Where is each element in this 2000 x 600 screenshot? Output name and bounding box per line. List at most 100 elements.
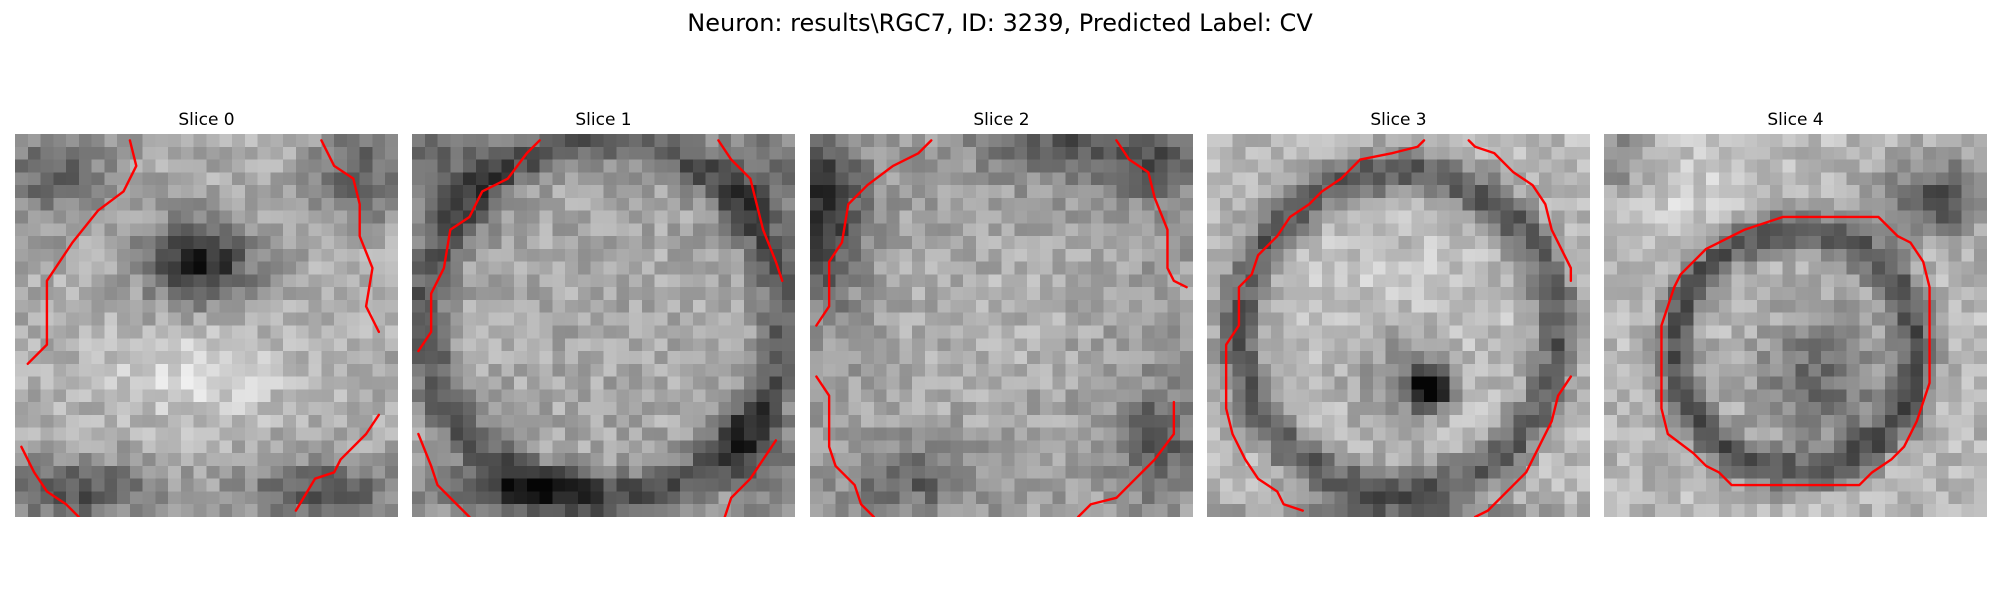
pixel (629, 287, 643, 301)
pixel (1103, 465, 1117, 479)
pixel (1757, 197, 1771, 211)
pixel (424, 478, 438, 492)
pixel (53, 274, 67, 288)
pixel (1604, 248, 1618, 262)
pixel (1821, 325, 1835, 339)
pixel (244, 287, 258, 301)
pixel (193, 274, 207, 288)
pixel (1655, 159, 1669, 173)
pixel (988, 274, 1002, 288)
pixel (232, 287, 246, 301)
pixel (104, 325, 118, 339)
pixel (321, 351, 335, 365)
contour-line (816, 377, 873, 517)
pixel (1782, 274, 1796, 288)
contour-line (1661, 217, 1929, 485)
pixel (334, 248, 348, 262)
pixel (295, 146, 309, 160)
pixel (475, 223, 489, 237)
pixel (950, 159, 964, 173)
pixel (937, 504, 951, 517)
pixel (1526, 504, 1540, 517)
pixel (539, 363, 553, 377)
pixel (782, 185, 795, 199)
pixel (1577, 465, 1590, 479)
pixel (463, 172, 477, 186)
pixel (244, 210, 258, 224)
pixel (270, 185, 284, 199)
pixel (346, 453, 360, 467)
pixel (1027, 159, 1041, 173)
pixel (1859, 478, 1873, 492)
pixel (129, 312, 143, 326)
pixel (1718, 236, 1732, 250)
pixel (1551, 159, 1565, 173)
pixel (1833, 325, 1847, 339)
pixel (424, 146, 438, 160)
pixel (424, 338, 438, 352)
pixel (1065, 376, 1079, 390)
pixel (129, 427, 143, 441)
pixel (1398, 414, 1412, 428)
pixel (963, 414, 977, 428)
pixel (654, 325, 668, 339)
pixel (1039, 414, 1053, 428)
pixel (1910, 427, 1924, 441)
pixel (1910, 274, 1924, 288)
pixel (756, 274, 770, 288)
pixel (1667, 185, 1681, 199)
pixel (641, 478, 655, 492)
pixel (1283, 134, 1297, 148)
pixel (1116, 210, 1130, 224)
pixel (731, 402, 745, 416)
pixel (654, 248, 668, 262)
pixel (1270, 402, 1284, 416)
pixel (1821, 159, 1835, 173)
pixel (1782, 172, 1796, 186)
pixel (488, 274, 502, 288)
pixel (117, 351, 131, 365)
pixel (514, 274, 528, 288)
pixel (1052, 134, 1066, 148)
pixel (308, 465, 322, 479)
pixel (1961, 261, 1975, 275)
pixel (963, 363, 977, 377)
pixel (539, 478, 553, 492)
pixel (1884, 159, 1898, 173)
pixel (1078, 491, 1092, 505)
pixel (782, 465, 795, 479)
pixel (1629, 338, 1643, 352)
pixel (1872, 287, 1886, 301)
pixel (1538, 338, 1552, 352)
pixel (15, 223, 29, 237)
pixel (142, 185, 156, 199)
pixel (1604, 261, 1618, 275)
pixel (1207, 453, 1221, 467)
pixel (142, 248, 156, 262)
pixel (1180, 185, 1193, 199)
pixel (1846, 440, 1860, 454)
pixel (1436, 274, 1450, 288)
pixel (1424, 427, 1438, 441)
pixel (667, 274, 681, 288)
pixel (117, 325, 131, 339)
pixel (385, 402, 398, 416)
pixel (1411, 287, 1425, 301)
pixel (950, 287, 964, 301)
pixel (104, 402, 118, 416)
pixel (1078, 389, 1092, 403)
pixel (475, 453, 489, 467)
pixel (488, 427, 502, 441)
pixel (1180, 363, 1193, 377)
slice-panel-0: Slice 0 (15, 108, 398, 517)
pixel (206, 465, 220, 479)
pixel (1513, 146, 1527, 160)
pixel (219, 351, 233, 365)
pixel (654, 210, 668, 224)
pixel (78, 402, 92, 416)
pixel (950, 478, 964, 492)
pixel (1039, 185, 1053, 199)
pixel (1078, 210, 1092, 224)
pixel (1808, 172, 1822, 186)
pixel (1538, 236, 1552, 250)
